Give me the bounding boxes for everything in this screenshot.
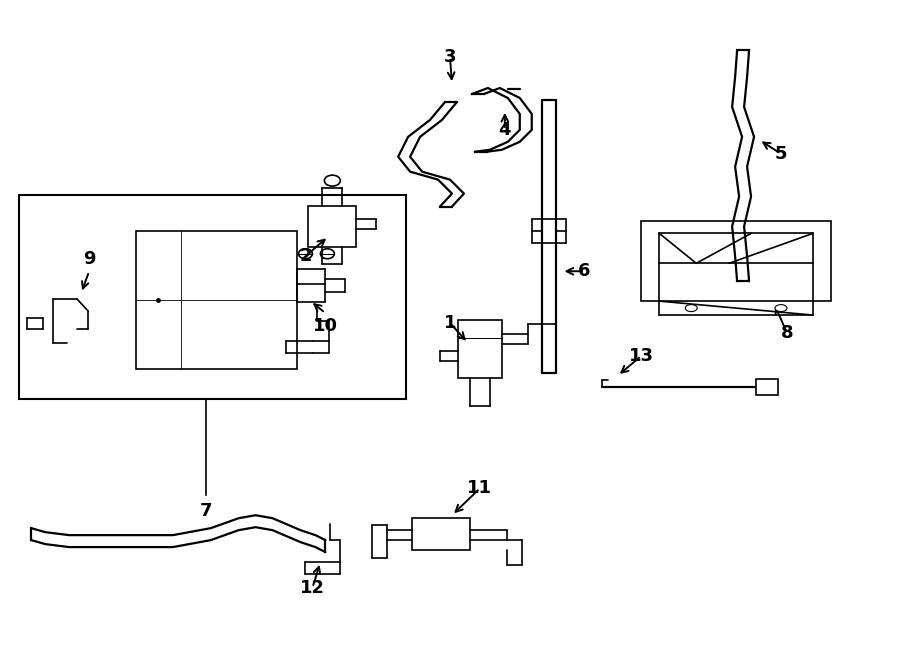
Text: 1: 1 (444, 314, 456, 332)
Text: 11: 11 (467, 479, 492, 497)
Bar (756, 379, 778, 395)
Ellipse shape (320, 249, 335, 258)
Text: 12: 12 (300, 579, 325, 597)
Bar (412, 518, 470, 550)
Text: 8: 8 (780, 324, 793, 342)
Text: 13: 13 (629, 347, 654, 365)
Text: 3: 3 (444, 48, 456, 66)
Bar (642, 221, 831, 301)
Ellipse shape (685, 305, 698, 311)
Text: 5: 5 (775, 145, 788, 163)
Bar (458, 320, 502, 378)
Ellipse shape (775, 305, 787, 311)
Ellipse shape (324, 175, 340, 186)
Text: 7: 7 (200, 502, 212, 520)
Text: 4: 4 (499, 121, 511, 139)
Text: 10: 10 (313, 317, 338, 335)
Text: 6: 6 (579, 262, 590, 280)
Text: 2: 2 (299, 247, 311, 265)
Bar (136, 231, 298, 369)
Bar (309, 206, 356, 247)
Ellipse shape (299, 249, 312, 258)
Text: 9: 9 (83, 251, 95, 268)
Bar (19, 194, 406, 399)
